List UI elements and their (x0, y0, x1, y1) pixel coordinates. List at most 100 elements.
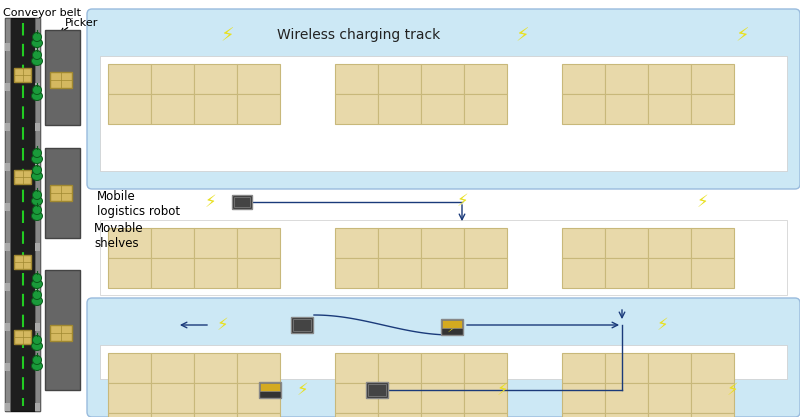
Bar (35, 323, 40, 331)
Bar (35, 363, 40, 371)
Bar (421, 258, 464, 288)
Ellipse shape (31, 211, 42, 221)
Bar (237, 258, 280, 288)
Bar (194, 353, 237, 383)
Bar (605, 228, 648, 258)
Ellipse shape (31, 38, 42, 48)
Bar (562, 353, 605, 383)
Bar (605, 64, 648, 94)
Bar (421, 383, 464, 413)
Bar (151, 413, 194, 417)
Bar (237, 64, 280, 94)
Bar (378, 353, 421, 383)
Text: ⚡: ⚡ (735, 27, 749, 45)
Bar (35, 283, 40, 291)
Bar (100, 56, 787, 171)
Bar (108, 64, 151, 94)
Ellipse shape (31, 342, 42, 351)
Bar (35, 243, 40, 251)
Bar (45, 148, 80, 238)
Bar (35, 403, 40, 411)
FancyBboxPatch shape (87, 9, 800, 189)
Bar (194, 64, 237, 94)
Bar (5, 43, 10, 51)
Bar (464, 64, 507, 94)
Bar (35, 123, 40, 131)
Bar (562, 228, 605, 258)
Bar (194, 383, 237, 413)
Bar (335, 64, 378, 94)
Bar (293, 319, 311, 331)
Bar (648, 383, 691, 413)
Bar (648, 94, 691, 124)
Text: ⚡: ⚡ (515, 27, 529, 45)
Text: ⚡: ⚡ (696, 193, 708, 211)
Ellipse shape (31, 296, 42, 306)
Bar (108, 413, 151, 417)
Text: ⚡: ⚡ (446, 319, 458, 334)
Circle shape (33, 148, 42, 158)
Bar (691, 413, 734, 417)
Bar (5, 323, 10, 331)
Bar (100, 220, 787, 295)
Bar (5, 243, 10, 251)
Text: Movable
shelves: Movable shelves (94, 222, 144, 250)
Text: Wireless charging track: Wireless charging track (277, 28, 440, 42)
Bar (5, 123, 10, 131)
Bar (5, 18, 10, 411)
Text: ⚡: ⚡ (296, 381, 308, 399)
Bar (14, 170, 31, 184)
Bar (464, 413, 507, 417)
Ellipse shape (31, 56, 42, 65)
Bar (378, 383, 421, 413)
Bar (368, 384, 386, 396)
Bar (691, 94, 734, 124)
Bar (108, 94, 151, 124)
Bar (108, 228, 151, 258)
Circle shape (33, 206, 42, 214)
Bar (151, 258, 194, 288)
Bar (691, 64, 734, 94)
Bar (442, 320, 462, 328)
Bar (562, 383, 605, 413)
Bar (259, 382, 281, 398)
Text: Mobile
logistics robot: Mobile logistics robot (97, 190, 180, 218)
Bar (260, 383, 280, 391)
Bar (366, 382, 388, 398)
Bar (421, 64, 464, 94)
Bar (194, 228, 237, 258)
Bar (691, 383, 734, 413)
Text: ⚡: ⚡ (456, 192, 468, 210)
Bar (562, 413, 605, 417)
Ellipse shape (31, 155, 42, 163)
Bar (291, 317, 313, 333)
Bar (562, 258, 605, 288)
Bar (648, 353, 691, 383)
Bar (464, 228, 507, 258)
Bar (335, 94, 378, 124)
Bar (691, 258, 734, 288)
Circle shape (33, 191, 42, 199)
Bar (605, 258, 648, 288)
Bar (648, 64, 691, 94)
Bar (237, 413, 280, 417)
Bar (335, 353, 378, 383)
Bar (648, 258, 691, 288)
Bar (14, 68, 31, 82)
Bar (237, 383, 280, 413)
Bar (605, 383, 648, 413)
Bar (14, 330, 31, 344)
Bar (151, 228, 194, 258)
Bar (605, 413, 648, 417)
Circle shape (33, 274, 42, 282)
Bar (605, 94, 648, 124)
Bar (378, 94, 421, 124)
Bar (194, 258, 237, 288)
Bar (237, 94, 280, 124)
Ellipse shape (31, 196, 42, 206)
Bar (232, 195, 252, 209)
Bar (335, 413, 378, 417)
Circle shape (33, 166, 42, 174)
Bar (335, 383, 378, 413)
Bar (194, 413, 237, 417)
